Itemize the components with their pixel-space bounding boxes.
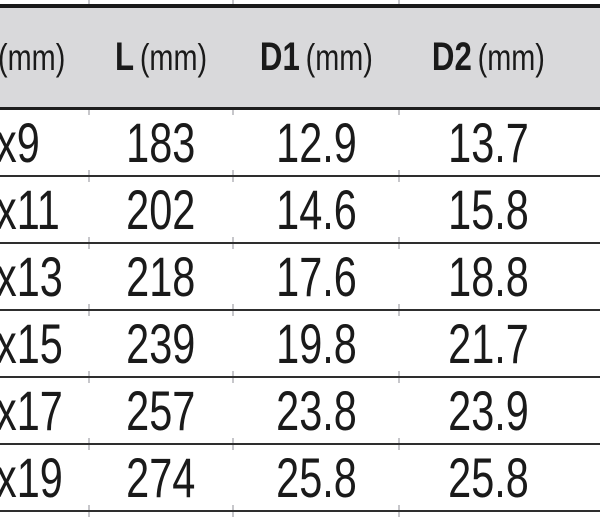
table-row: x9 183 12.9 13.7 — [0, 110, 600, 177]
header-d1-label: D1 — [259, 35, 300, 79]
table-header: (mm) L (mm) D1 (mm) D2 (mm) — [0, 4, 600, 110]
cell-d2: 15.8 — [399, 177, 600, 244]
cell-l: 257 — [89, 378, 233, 445]
cell-size: x17 — [0, 378, 89, 445]
table-row: x19 274 25.8 25.8 — [0, 445, 600, 512]
cell-l: 239 — [89, 311, 233, 378]
cell-d1: 19.8 — [233, 311, 399, 378]
cell-d2: 18.8 — [399, 244, 600, 311]
table-row: x13 218 17.6 18.8 — [0, 244, 600, 311]
cell-size: x11 — [0, 177, 89, 244]
header-l-unit: (mm) — [139, 37, 208, 78]
cell-l: 274 — [89, 445, 233, 512]
cell-d2: 23.9 — [399, 378, 600, 445]
cell-size: x13 — [0, 244, 89, 311]
header-cell-l: L (mm) — [89, 4, 233, 110]
cell-d1: 25.8 — [233, 445, 399, 512]
cell-l: 218 — [89, 244, 233, 311]
cell-size: x15 — [0, 311, 89, 378]
cell-d1: 12.9 — [233, 110, 399, 177]
header-cell-d2: D2 (mm) — [399, 4, 600, 110]
header-d1-unit: (mm) — [305, 37, 373, 78]
cell-size: x19 — [0, 445, 89, 512]
cell-d1: 23.8 — [233, 378, 399, 445]
header-cell-d1: D1 (mm) — [233, 4, 399, 110]
cell-size: x9 — [0, 110, 89, 177]
table-body: x9 183 12.9 13.7 x11 202 14.6 15.8 x13 218 17.6 18.… — [0, 110, 600, 512]
cell-d2: 21.7 — [399, 311, 600, 378]
header-d2-unit: (mm) — [477, 37, 545, 78]
header-cell-size: (mm) — [0, 4, 89, 110]
header-size-unit: (mm) — [0, 37, 66, 78]
header-d2-label: D2 — [432, 35, 472, 79]
cell-d1: 14.6 — [233, 177, 399, 244]
cell-l: 183 — [89, 110, 233, 177]
header-l-label: L — [114, 35, 134, 79]
spec-table: (mm) L (mm) D1 (mm) D2 (mm) — [0, 4, 600, 512]
cell-d2: 13.7 — [399, 110, 600, 177]
table-row: x15 239 19.8 21.7 — [0, 311, 600, 378]
cell-d1: 17.6 — [233, 244, 399, 311]
cell-d2: 25.8 — [399, 445, 600, 512]
table-row: x11 202 14.6 15.8 — [0, 177, 600, 244]
cell-l: 202 — [89, 177, 233, 244]
table-row: x17 257 23.8 23.9 — [0, 378, 600, 445]
header-row: (mm) L (mm) D1 (mm) D2 (mm) — [0, 4, 600, 110]
